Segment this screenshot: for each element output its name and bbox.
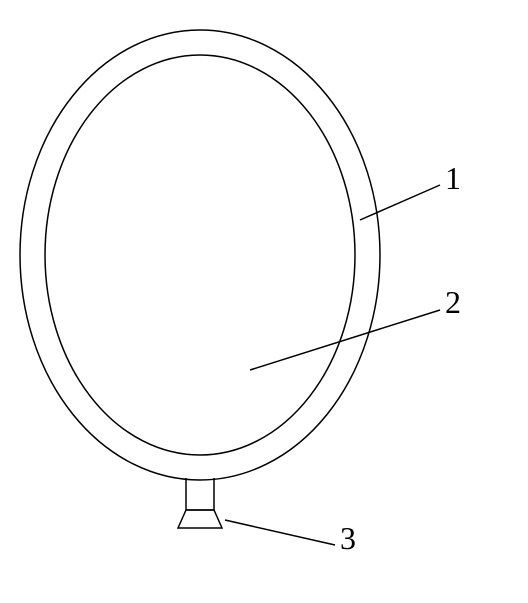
label-3: 3 xyxy=(340,520,356,557)
label-2: 2 xyxy=(445,284,461,321)
balloon-shape xyxy=(20,30,380,528)
base-trapezoid xyxy=(178,510,222,528)
outer-ring xyxy=(20,30,380,480)
leader-lines xyxy=(225,185,440,545)
label-1: 1 xyxy=(445,160,461,197)
leader-3 xyxy=(225,520,335,545)
neck xyxy=(186,478,214,510)
inner-ring xyxy=(45,55,355,455)
leader-2 xyxy=(250,310,440,370)
